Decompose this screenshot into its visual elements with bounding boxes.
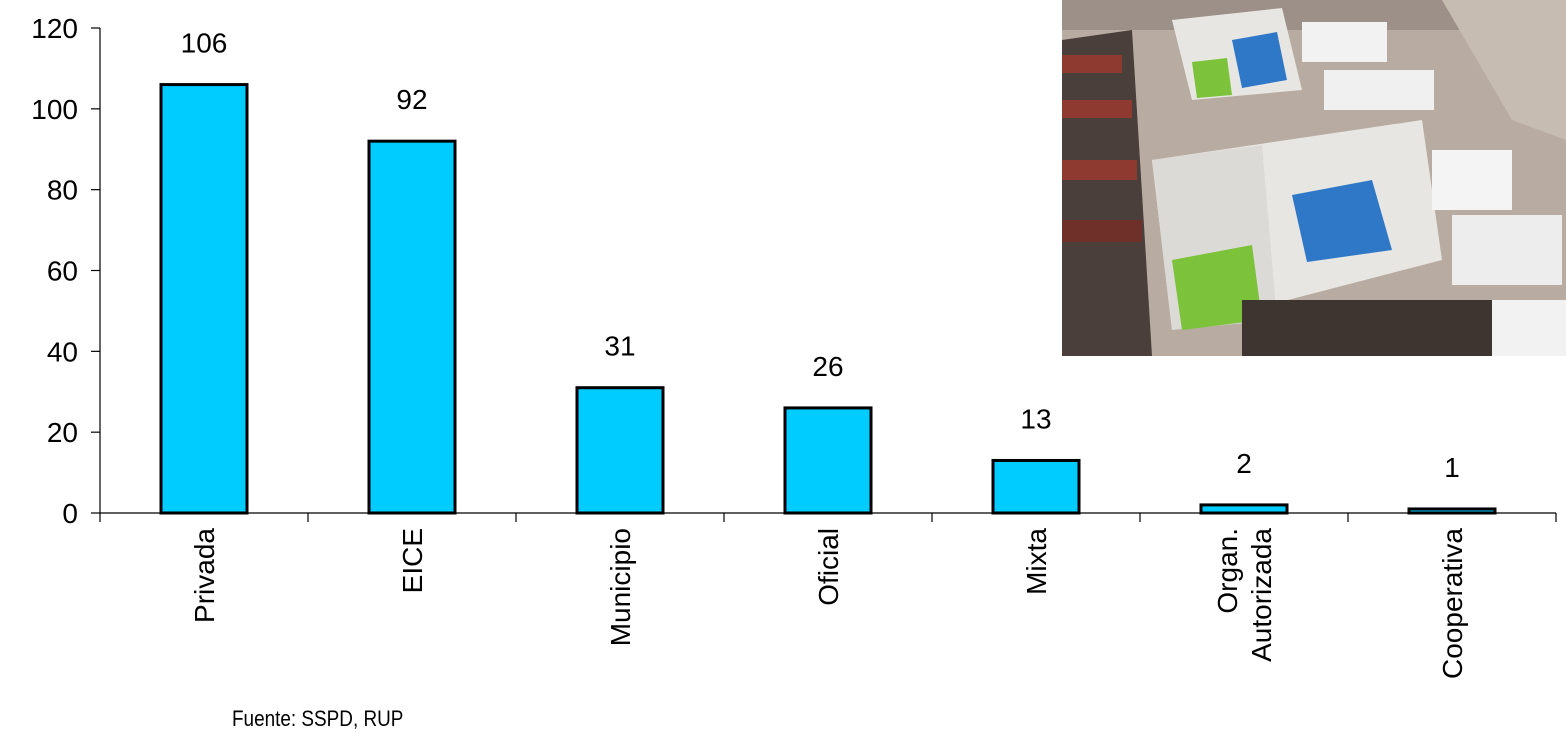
bar	[159, 83, 249, 515]
y-tick-label: 120	[31, 13, 78, 44]
bar	[1199, 503, 1289, 515]
bar	[575, 386, 665, 515]
data-label: 13	[1020, 403, 1051, 434]
category-label-line: Organ.	[1212, 528, 1243, 614]
data-label: 92	[396, 84, 427, 115]
category-label: Oficial	[813, 528, 844, 606]
bar	[1407, 507, 1497, 515]
category-label-line: Privada	[189, 528, 220, 623]
data-label: 26	[812, 351, 843, 382]
bar	[783, 406, 873, 515]
data-label: 31	[604, 331, 635, 362]
category-label-line: Cooperativa	[1437, 528, 1468, 679]
data-label: 2	[1236, 448, 1252, 479]
category-label-line: Autorizada	[1246, 528, 1277, 662]
category-label-line: Mixta	[1021, 528, 1052, 595]
category-label: Municipio	[605, 528, 636, 646]
category-label: EICE	[397, 528, 428, 593]
category-label-line: EICE	[397, 528, 428, 593]
garbage-trucks-photo	[1062, 0, 1566, 356]
category-label: Cooperativa	[1437, 528, 1468, 679]
category-label-line: Oficial	[813, 528, 844, 606]
category-label: Privada	[189, 528, 220, 623]
data-labels: 106 92 31 26 13 2 1	[181, 28, 1460, 483]
category-label: Organ. Autorizada	[1212, 528, 1277, 662]
y-tick-label: 20	[47, 417, 78, 448]
y-tick-label: 0	[62, 498, 78, 529]
garbage-trucks-image	[1062, 0, 1566, 356]
y-tick-label: 80	[47, 175, 78, 206]
category-label-line: Municipio	[605, 528, 636, 646]
source-note: Fuente: SSPD, RUP	[232, 706, 404, 731]
bars	[159, 83, 1497, 515]
y-tick-label: 100	[31, 94, 78, 125]
category-label: Mixta	[1021, 528, 1052, 595]
category-labels: Privada EICE Municipio Oficial Mixta Organ. Au…	[189, 528, 1468, 679]
y-axis: 0 20 40 60 80 100 120	[31, 13, 101, 529]
y-tick-label: 40	[47, 336, 78, 367]
bar	[991, 458, 1081, 515]
bar	[367, 139, 457, 515]
y-tick-label: 60	[47, 256, 78, 287]
data-label: 106	[181, 28, 228, 59]
data-label: 1	[1444, 452, 1460, 483]
